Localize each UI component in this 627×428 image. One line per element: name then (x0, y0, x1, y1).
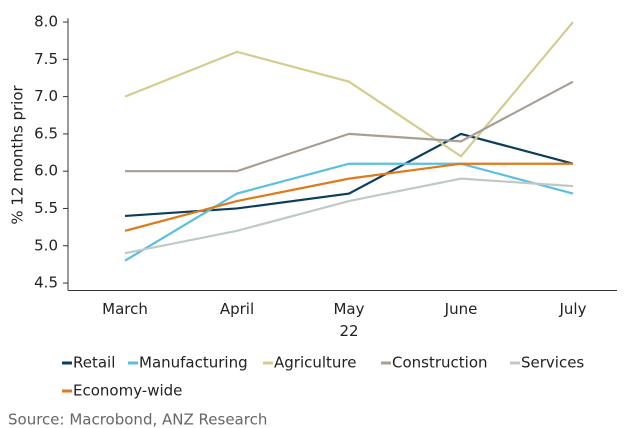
y-tick-label: 5.5 (34, 199, 58, 217)
x-tick-label: July (559, 300, 587, 318)
series-line (124, 162, 573, 232)
legend-label: Agriculture (274, 354, 357, 372)
legend-label: Manufacturing (139, 354, 248, 372)
x-tick-label: May (333, 300, 364, 318)
y-tick-label: 6.5 (34, 124, 58, 142)
y-axis-label: % 12 months prior (9, 84, 27, 224)
x-tick-label: March (102, 300, 148, 318)
y-tick-label: 7.0 (34, 87, 58, 105)
series-line (124, 21, 574, 158)
x-tick-label: April (220, 300, 254, 318)
series-line (124, 162, 574, 262)
legend-label: Construction (392, 354, 488, 372)
x-tick-label: June (444, 300, 478, 318)
series-line (125, 80, 574, 173)
y-tick-label: 4.5 (34, 274, 58, 292)
y-tick-label: 6.0 (34, 162, 58, 180)
source: Source: Macrobond, ANZ Research (8, 411, 267, 428)
y-tick-label: 7.5 (34, 50, 58, 68)
y-tick-label: 5.0 (34, 236, 58, 254)
series-line (124, 177, 574, 255)
legend-label: Retail (73, 354, 115, 372)
legend-label: Services (521, 354, 584, 372)
y-tick-label: 8.0 (34, 13, 58, 31)
x-annotation: 22 (339, 322, 358, 340)
legend-label: Economy-wide (73, 382, 182, 400)
